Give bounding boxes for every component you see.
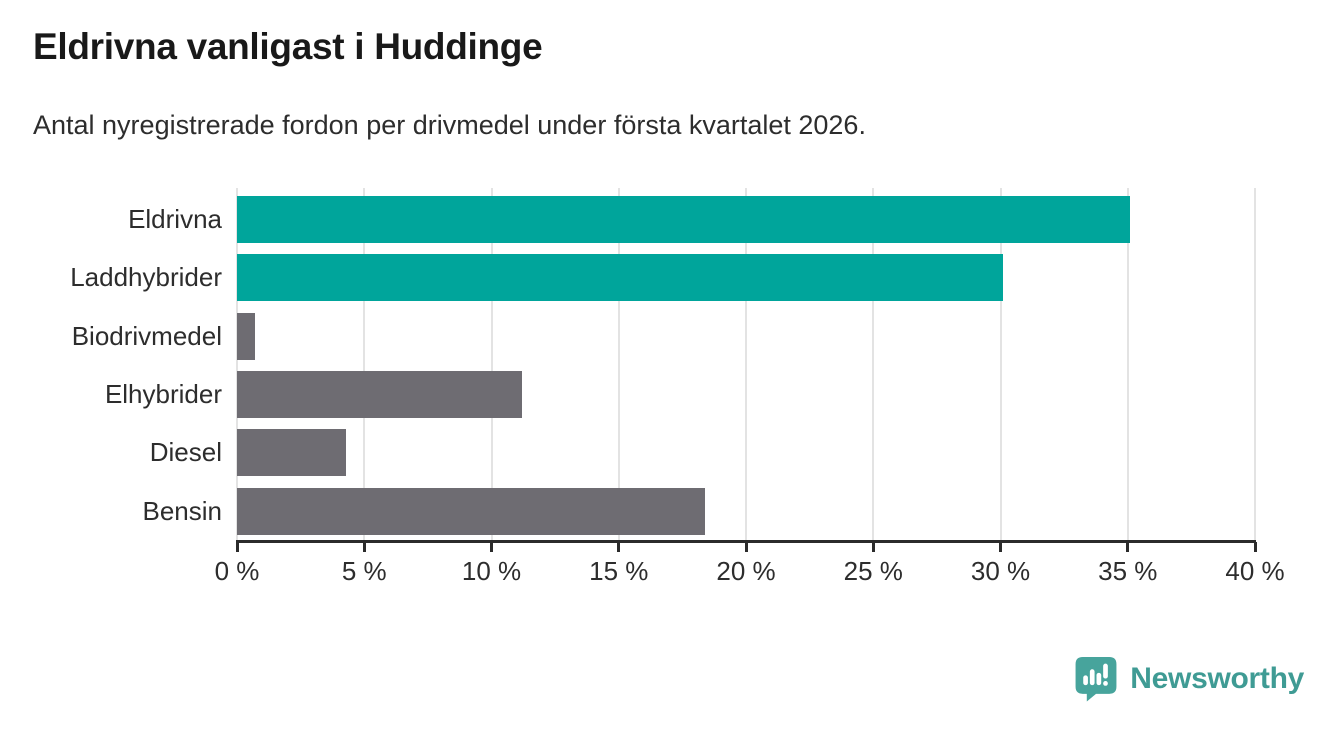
- newsworthy-wordmark: Newsworthy: [1130, 661, 1304, 695]
- category-labels: Eldrivna Laddhybrider Biodrivmedel Elhybrid…: [0, 188, 222, 542]
- x-axis-tick-label: 25 %: [843, 556, 903, 586]
- bar: [237, 254, 1004, 302]
- gridline: [872, 188, 875, 542]
- x-axis-tick: [871, 542, 875, 552]
- x-axis-tick-label: 35 %: [1098, 556, 1158, 586]
- chart-title: Eldrivna vanligast i Huddinge: [33, 26, 543, 67]
- category-label: Laddhybrider: [70, 262, 222, 293]
- plot-area: 0 % 5 % 10 % 15 % 20 % 25 % 30 % 35 % 40 %: [215, 188, 1285, 586]
- x-axis-tick-label: 40 %: [1225, 556, 1285, 586]
- x-axis-tick-label: 15 %: [589, 556, 649, 586]
- category-label: Diesel: [149, 437, 222, 468]
- x-axis-tick-label: 10 %: [461, 556, 522, 586]
- gridline: [1126, 188, 1129, 542]
- category-label: Biodrivmedel: [71, 320, 222, 351]
- category-label: Elhybrider: [104, 378, 222, 409]
- x-axis-tick-label: 5 %: [341, 556, 387, 586]
- x-axis-tick: [999, 542, 1002, 552]
- gridline: [745, 188, 747, 542]
- x-axis-tick-label: 20 %: [716, 556, 776, 586]
- bar: [237, 370, 523, 418]
- newsworthy-speech-bubble-bar-chart-icon: [1075, 657, 1117, 702]
- gridline: [490, 188, 493, 542]
- x-axis-tick-label: 0 %: [214, 556, 260, 586]
- gridline: [363, 188, 366, 542]
- newsworthy-logo: Newsworthy: [1073, 655, 1304, 702]
- x-axis-tick-label: 30 %: [970, 556, 1031, 586]
- bar: [237, 487, 706, 535]
- gridline: [236, 188, 238, 542]
- gridline: [1254, 188, 1256, 542]
- x-axis-line: [236, 540, 1256, 543]
- x-axis-tick: [1126, 542, 1130, 552]
- x-axis-tick: [362, 542, 366, 552]
- x-axis-tick: [617, 542, 621, 552]
- x-axis-tick: [235, 542, 239, 552]
- category-label: Eldrivna: [128, 204, 222, 234]
- category-label: Bensin: [142, 495, 223, 526]
- bar-chart: Eldrivna Laddhybrider Biodrivmedel Elhybrid…: [0, 188, 1340, 618]
- bar: [237, 429, 347, 477]
- gridline: [999, 188, 1002, 542]
- x-axis-tick: [490, 542, 493, 552]
- bar: [237, 312, 255, 360]
- x-axis-tick: [1253, 542, 1257, 552]
- bar: [237, 196, 1131, 243]
- gridline: [617, 188, 620, 542]
- chart-subtitle: Antal nyregistrerade fordon per drivmede…: [33, 110, 866, 140]
- x-axis-tick: [744, 542, 748, 552]
